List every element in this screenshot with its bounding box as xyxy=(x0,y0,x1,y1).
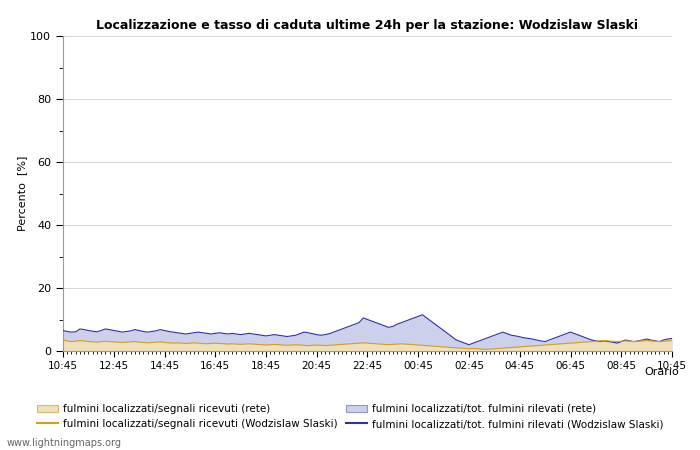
Legend: fulmini localizzati/segnali ricevuti (rete), fulmini localizzati/segnali ricevut: fulmini localizzati/segnali ricevuti (re… xyxy=(36,404,664,429)
Y-axis label: Percento  [%]: Percento [%] xyxy=(18,156,27,231)
Text: www.lightningmaps.org: www.lightningmaps.org xyxy=(7,438,122,448)
Text: Orario: Orario xyxy=(644,367,679,377)
Title: Localizzazione e tasso di caduta ultime 24h per la stazione: Wodzislaw Slaski: Localizzazione e tasso di caduta ultime … xyxy=(97,19,638,32)
